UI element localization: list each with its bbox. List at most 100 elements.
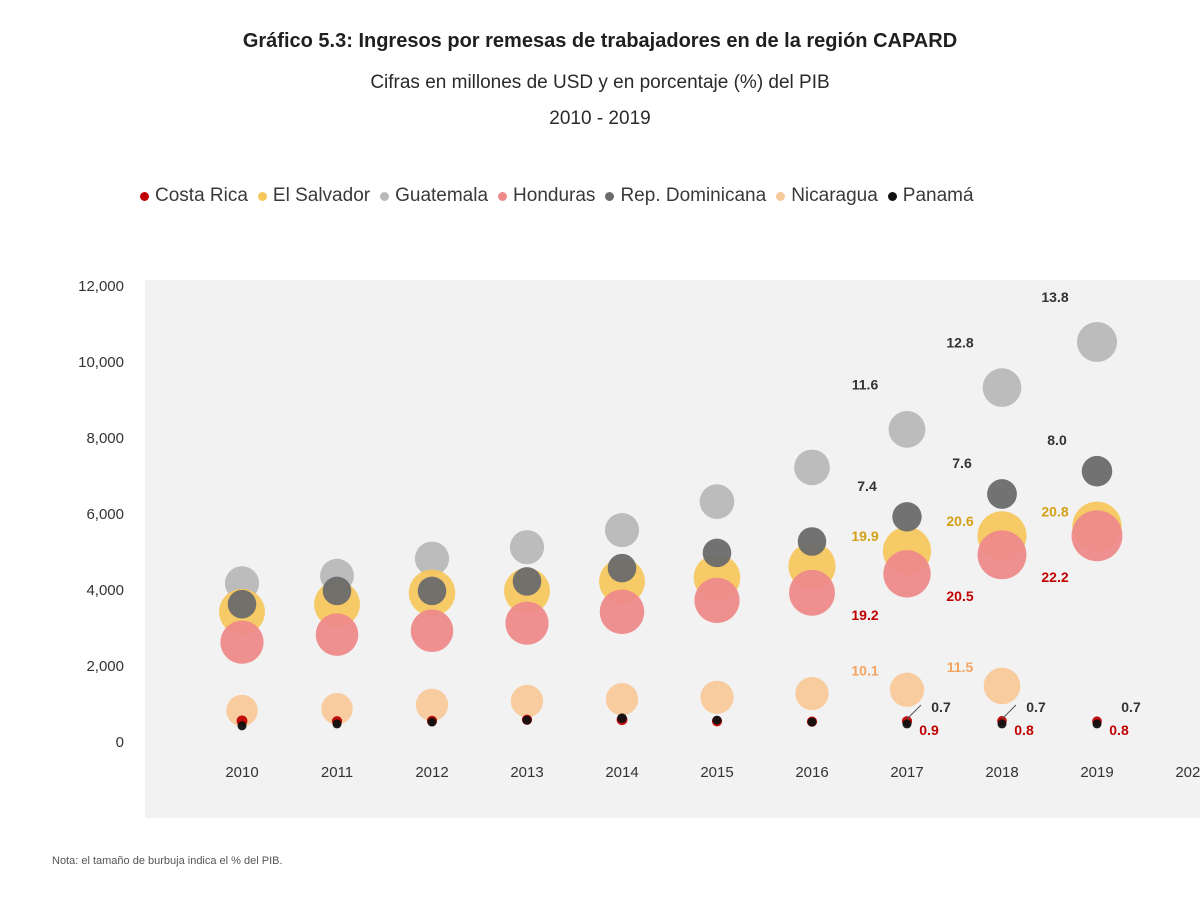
x-tick-label: 2013 [510, 764, 543, 781]
y-tick-label: 2,000 [86, 658, 124, 675]
bubble-panam-2012 [427, 717, 437, 727]
chart-period: 2010 - 2019 [549, 108, 651, 129]
data-label-honduras-2018: 20.5 [946, 588, 973, 604]
bubble-nicaragua-2017 [889, 672, 925, 707]
bubble-rep-dominicana-2015 [702, 538, 732, 568]
x-tick-label: 2015 [700, 764, 733, 781]
bubble-guatemala-2014 [604, 513, 640, 548]
legend-label: Rep. Dominicana [620, 185, 767, 206]
data-label-honduras-2019: 22.2 [1041, 569, 1068, 585]
x-tick-label: 2017 [890, 764, 923, 781]
legend-marker-icon [776, 191, 786, 201]
data-label-nicaragua-2018: 11.5 [947, 659, 974, 675]
bubble-nicaragua-2018 [983, 667, 1021, 705]
bubble-honduras-2011 [315, 613, 359, 656]
data-label-panam-2017: 0.7 [931, 699, 951, 715]
bubble-panam-2015 [712, 715, 722, 725]
legend-item-panam: Panamá [887, 185, 974, 207]
x-tick-label: 2019 [1080, 764, 1113, 781]
bubble-honduras-2016 [789, 569, 835, 616]
chart-note: Nota: el tamaño de burbuja indica el % d… [52, 855, 283, 867]
bubble-honduras-2013 [505, 601, 549, 645]
bubble-panam-2013 [522, 715, 532, 725]
x-tick-label: 2011 [321, 764, 353, 781]
bubble-honduras-2012 [410, 609, 454, 653]
legend-item-nicaragua: Nicaragua [776, 185, 878, 207]
legend-marker-icon [140, 191, 149, 201]
legend-item-el-salvador: El Salvador [257, 185, 371, 207]
data-label-honduras-2017: 19.2 [851, 607, 878, 623]
bubble-nicaragua-2013 [510, 684, 544, 718]
bubble-rep-dominicana-2017 [892, 502, 922, 532]
y-tick-label: 4,000 [86, 582, 124, 599]
bubble-panam-2019 [1092, 719, 1102, 729]
bubble-honduras-2010 [220, 620, 264, 664]
legend-marker-icon [887, 191, 897, 201]
chart-subtitle: Cifras en millones de USD y en porcentaj… [370, 72, 830, 93]
y-tick-label: 6,000 [86, 506, 124, 523]
legend-item-honduras: Honduras [498, 185, 595, 207]
chart-title: Gráfico 5.3: Ingresos por remesas de tra… [242, 30, 958, 52]
data-label-nicaragua-2017: 10.1 [851, 663, 878, 679]
bubble-nicaragua-2012 [415, 688, 449, 722]
bubble-guatemala-2016 [794, 449, 830, 486]
legend-item-costa-rica: Costa Rica [140, 185, 248, 207]
bubble-honduras-2014 [599, 589, 645, 635]
leader-line-2017 [906, 704, 922, 720]
data-label-rep-dominicana-2018: 7.6 [952, 455, 972, 471]
data-label-panam-2019: 0.7 [1121, 699, 1141, 715]
legend-label: Guatemala [395, 185, 489, 206]
bubble-guatemala-2012 [414, 541, 450, 576]
x-tick-label: 2010 [225, 764, 258, 781]
data-label-costa-rica-2018: 0.8 [1014, 722, 1034, 738]
bubble-nicaragua-2016 [795, 676, 829, 711]
bubble-rep-dominicana-2018 [987, 479, 1017, 509]
bubble-panam-2018 [997, 719, 1007, 729]
data-label-guatemala-2017: 11.6 [852, 376, 879, 392]
x-tick-label: 2012 [415, 764, 448, 781]
bubble-nicaragua-2010 [226, 694, 258, 727]
bubble-nicaragua-2015 [700, 680, 734, 714]
bubble-rep-dominicana-2014 [607, 553, 637, 583]
data-label-panam-2018: 0.7 [1026, 699, 1046, 715]
bubble-honduras-2017 [883, 550, 931, 598]
bubble-nicaragua-2011 [321, 692, 353, 725]
bubble-rep-dominicana-2012 [417, 576, 447, 606]
bubble-rep-dominicana-2019 [1081, 455, 1113, 487]
legend-label: Panamá [902, 185, 974, 206]
bubble-honduras-2019 [1071, 510, 1123, 562]
plot-background [145, 280, 1200, 818]
legend-label: Honduras [513, 185, 596, 206]
legend-marker-icon [605, 191, 615, 201]
bubble-panam-2010 [237, 721, 247, 731]
y-tick-label: 0 [116, 734, 124, 751]
legend-label: El Salvador [272, 185, 371, 206]
legend-marker-icon [257, 191, 267, 201]
x-tick-label: 2014 [605, 764, 638, 781]
x-tick-label: 2016 [795, 764, 828, 781]
bubble-rep-dominicana-2010 [227, 589, 257, 619]
data-label-rep-dominicana-2019: 8.0 [1047, 432, 1067, 448]
legend-marker-icon [498, 191, 508, 201]
bubble-guatemala-2013 [509, 530, 545, 565]
data-label-el-salvador-2017: 19.9 [851, 528, 878, 544]
legend-item-rep-dominicana: Rep. Dominicana [605, 185, 766, 207]
bubble-rep-dominicana-2011 [322, 576, 352, 606]
leader-line-2018 [1001, 704, 1017, 720]
x-tick-label: 2018 [985, 764, 1018, 781]
bubble-panam-2017 [902, 719, 912, 729]
bubble-guatemala-2019 [1076, 321, 1118, 363]
data-label-rep-dominicana-2017: 7.4 [857, 478, 877, 494]
bubble-honduras-2015 [694, 577, 740, 623]
legend-item-guatemala: Guatemala [380, 185, 488, 207]
data-label-guatemala-2019: 13.8 [1041, 289, 1068, 305]
y-tick-label: 12,000 [78, 278, 124, 295]
bubble-guatemala-2017 [888, 411, 926, 448]
data-label-guatemala-2018: 12.8 [946, 335, 973, 351]
bubble-panam-2014 [617, 713, 627, 724]
bubble-panam-2011 [332, 719, 342, 729]
legend-label: Costa Rica [155, 185, 248, 206]
bubble-rep-dominicana-2013 [512, 567, 542, 596]
data-label-el-salvador-2019: 20.8 [1041, 503, 1068, 519]
